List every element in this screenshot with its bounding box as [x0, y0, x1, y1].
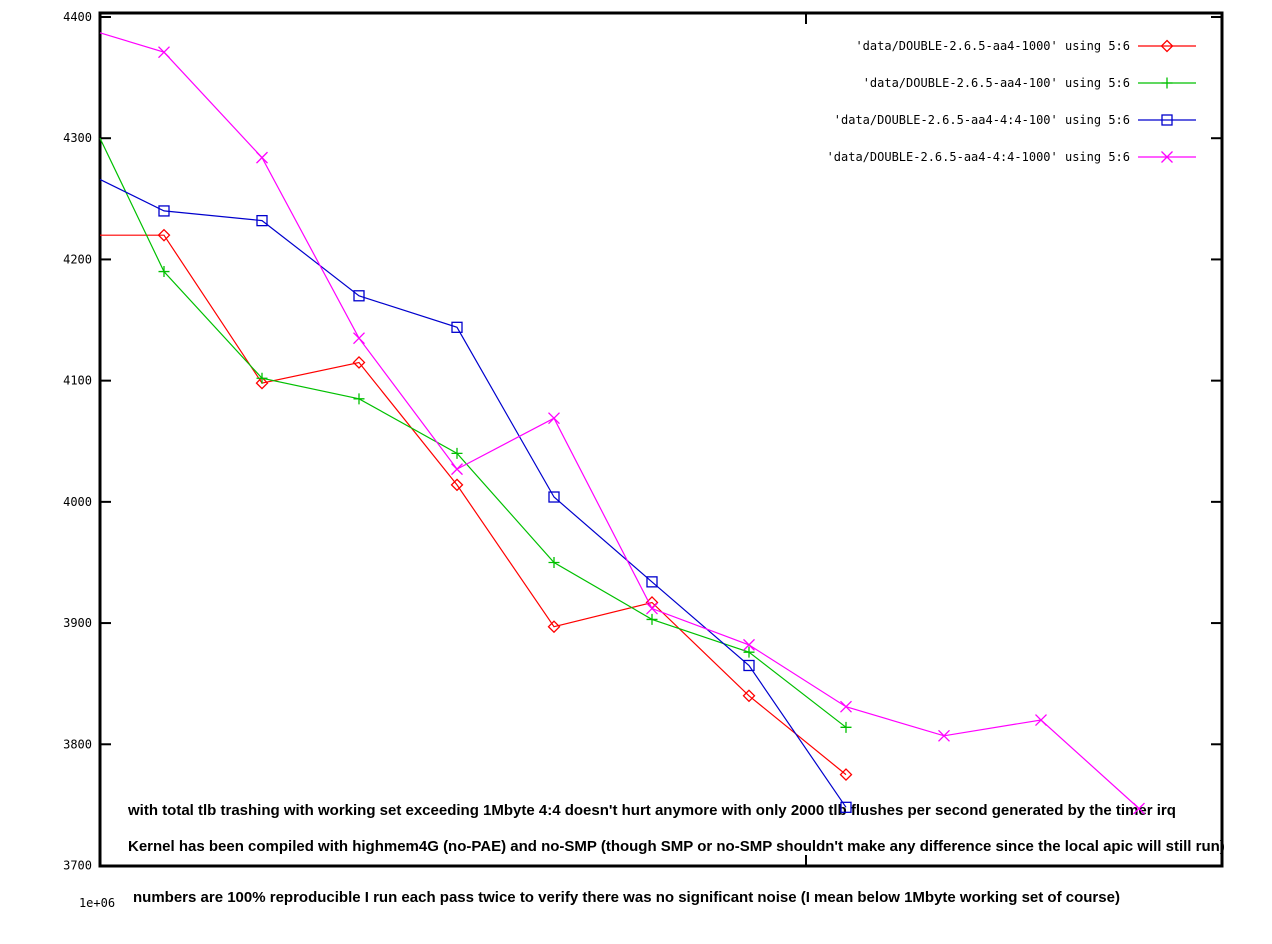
- marker-diamond: [742, 689, 756, 703]
- marker-plus: [158, 266, 170, 278]
- marker-square: [646, 576, 658, 588]
- y-tick-label: 3700: [63, 859, 92, 873]
- marker-diamond: [547, 620, 561, 634]
- legend-label-2: 'data/DOUBLE-2.6.5-aa4-100' using 5:6: [863, 76, 1130, 90]
- legend-label-3: 'data/DOUBLE-2.6.5-aa4-4:4-100' using 5:…: [834, 113, 1130, 127]
- marker-cross: [158, 46, 170, 59]
- marker-square: [840, 801, 852, 813]
- series-line-3: [99, 178, 847, 808]
- marker-square: [548, 491, 560, 503]
- marker-cross: [646, 602, 658, 615]
- y-tick-label: 4000: [63, 495, 92, 509]
- y-tick-label: 3900: [63, 616, 92, 630]
- marker-cross: [1161, 151, 1173, 163]
- annotation-text-3: numbers are 100% reproducible I run each…: [133, 889, 1120, 906]
- marker-plus: [256, 372, 268, 384]
- marker-cross: [548, 412, 560, 425]
- marker-plus: [840, 721, 852, 733]
- marker-diamond: [352, 356, 366, 369]
- legend-label-1: 'data/DOUBLE-2.6.5-aa4-1000' using 5:6: [855, 39, 1130, 53]
- marker-cross: [353, 332, 365, 345]
- marker-diamond: [839, 768, 853, 782]
- marker-plus: [548, 556, 560, 568]
- marker-diamond: [450, 478, 464, 492]
- marker-cross: [451, 463, 463, 476]
- marker-square: [158, 205, 170, 217]
- marker-square: [743, 659, 755, 672]
- legend-label-4: 'data/DOUBLE-2.6.5-aa4-4:4-1000' using 5…: [827, 150, 1130, 164]
- marker-diamond: [255, 376, 269, 390]
- marker-cross: [1133, 802, 1145, 815]
- marker-diamond: [157, 228, 171, 242]
- marker-cross: [256, 151, 268, 164]
- marker-cross: [938, 729, 950, 742]
- y-tick-label: 4400: [63, 10, 92, 24]
- annotation-text-1: with total tlb trashing with working set…: [127, 802, 1176, 819]
- y-tick-label: 4200: [63, 252, 92, 266]
- marker-cross: [743, 638, 755, 651]
- marker-plus: [646, 613, 658, 625]
- marker-plus: [353, 393, 365, 405]
- marker-square: [353, 290, 365, 302]
- marker-plus: [743, 646, 755, 658]
- series-line-4: [99, 32, 1140, 809]
- y-tick-label: 3800: [63, 737, 92, 751]
- marker-plus: [451, 447, 463, 459]
- marker-cross: [840, 700, 852, 713]
- plot-border: [98, 11, 1224, 868]
- x-tick-label: 1e+06: [79, 896, 115, 910]
- marker-cross: [1035, 714, 1047, 727]
- y-tick-label: 4100: [63, 374, 92, 388]
- series-line-1: [100, 234, 847, 776]
- annotation-text-2: Kernel has been compiled with highmem4G …: [128, 838, 1225, 855]
- y-tick-label: 4300: [63, 131, 92, 145]
- marker-square: [451, 321, 463, 333]
- marker-square: [1161, 114, 1173, 126]
- marker-plus: [1161, 77, 1173, 89]
- marker-square: [256, 214, 268, 227]
- marker-diamond: [1160, 39, 1174, 53]
